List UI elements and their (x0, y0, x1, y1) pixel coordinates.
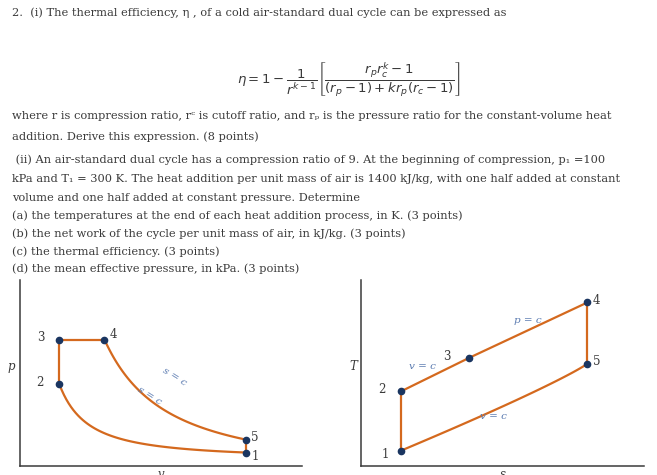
Text: (c) the thermal efficiency. (3 points): (c) the thermal efficiency. (3 points) (12, 246, 219, 257)
Text: 3: 3 (37, 332, 44, 344)
Text: volume and one half added at constant pressure. Determine: volume and one half added at constant pr… (12, 193, 360, 203)
Y-axis label: p: p (8, 360, 15, 373)
Y-axis label: T: T (349, 360, 357, 373)
Text: (a) the temperatures at the end of each heat addition process, in K. (3 points): (a) the temperatures at the end of each … (12, 211, 463, 221)
Text: (b) the net work of the cycle per unit mass of air, in kJ/kg. (3 points): (b) the net work of the cycle per unit m… (12, 228, 405, 239)
Text: 5: 5 (252, 431, 259, 445)
Text: 5: 5 (593, 355, 600, 369)
Text: 4: 4 (593, 294, 600, 307)
Text: (d) the mean effective pressure, in kPa. (3 points): (d) the mean effective pressure, in kPa.… (12, 264, 299, 275)
X-axis label: v: v (158, 468, 164, 475)
Text: 2: 2 (378, 383, 386, 396)
Text: 1: 1 (252, 450, 259, 463)
Text: (ii) An air-standard dual cycle has a compression ratio of 9. At the beginning o: (ii) An air-standard dual cycle has a co… (12, 154, 605, 165)
Text: 4: 4 (110, 328, 118, 341)
Text: s = c: s = c (161, 366, 188, 388)
Text: v = c: v = c (409, 362, 436, 371)
Text: 1: 1 (381, 448, 388, 461)
Text: addition. Derive this expression. (8 points): addition. Derive this expression. (8 poi… (12, 131, 259, 142)
Text: 2: 2 (37, 376, 44, 389)
X-axis label: s: s (499, 468, 506, 475)
Text: kPa and T₁ = 300 K. The heat addition per unit mass of air is 1400 kJ/kg, with o: kPa and T₁ = 300 K. The heat addition pe… (12, 174, 620, 184)
Text: v = c: v = c (480, 412, 507, 421)
Text: $\eta = 1 - \dfrac{1}{r^{k-1}}\left[\dfrac{r_p r_c^k - 1}{(r_p - 1) + kr_p(r_c -: $\eta = 1 - \dfrac{1}{r^{k-1}}\left[\dfr… (237, 61, 461, 99)
Text: where r is compression ratio, rᶜ is cutoff ratio, and rₚ is the pressure ratio f: where r is compression ratio, rᶜ is cuto… (12, 111, 611, 121)
Text: 3: 3 (443, 350, 451, 363)
Text: 2.  (i) The thermal efficiency, η , of a cold air-standard dual cycle can be exp: 2. (i) The thermal efficiency, η , of a … (12, 7, 507, 18)
Text: s = c: s = c (135, 385, 163, 407)
Text: p = c: p = c (514, 316, 541, 325)
